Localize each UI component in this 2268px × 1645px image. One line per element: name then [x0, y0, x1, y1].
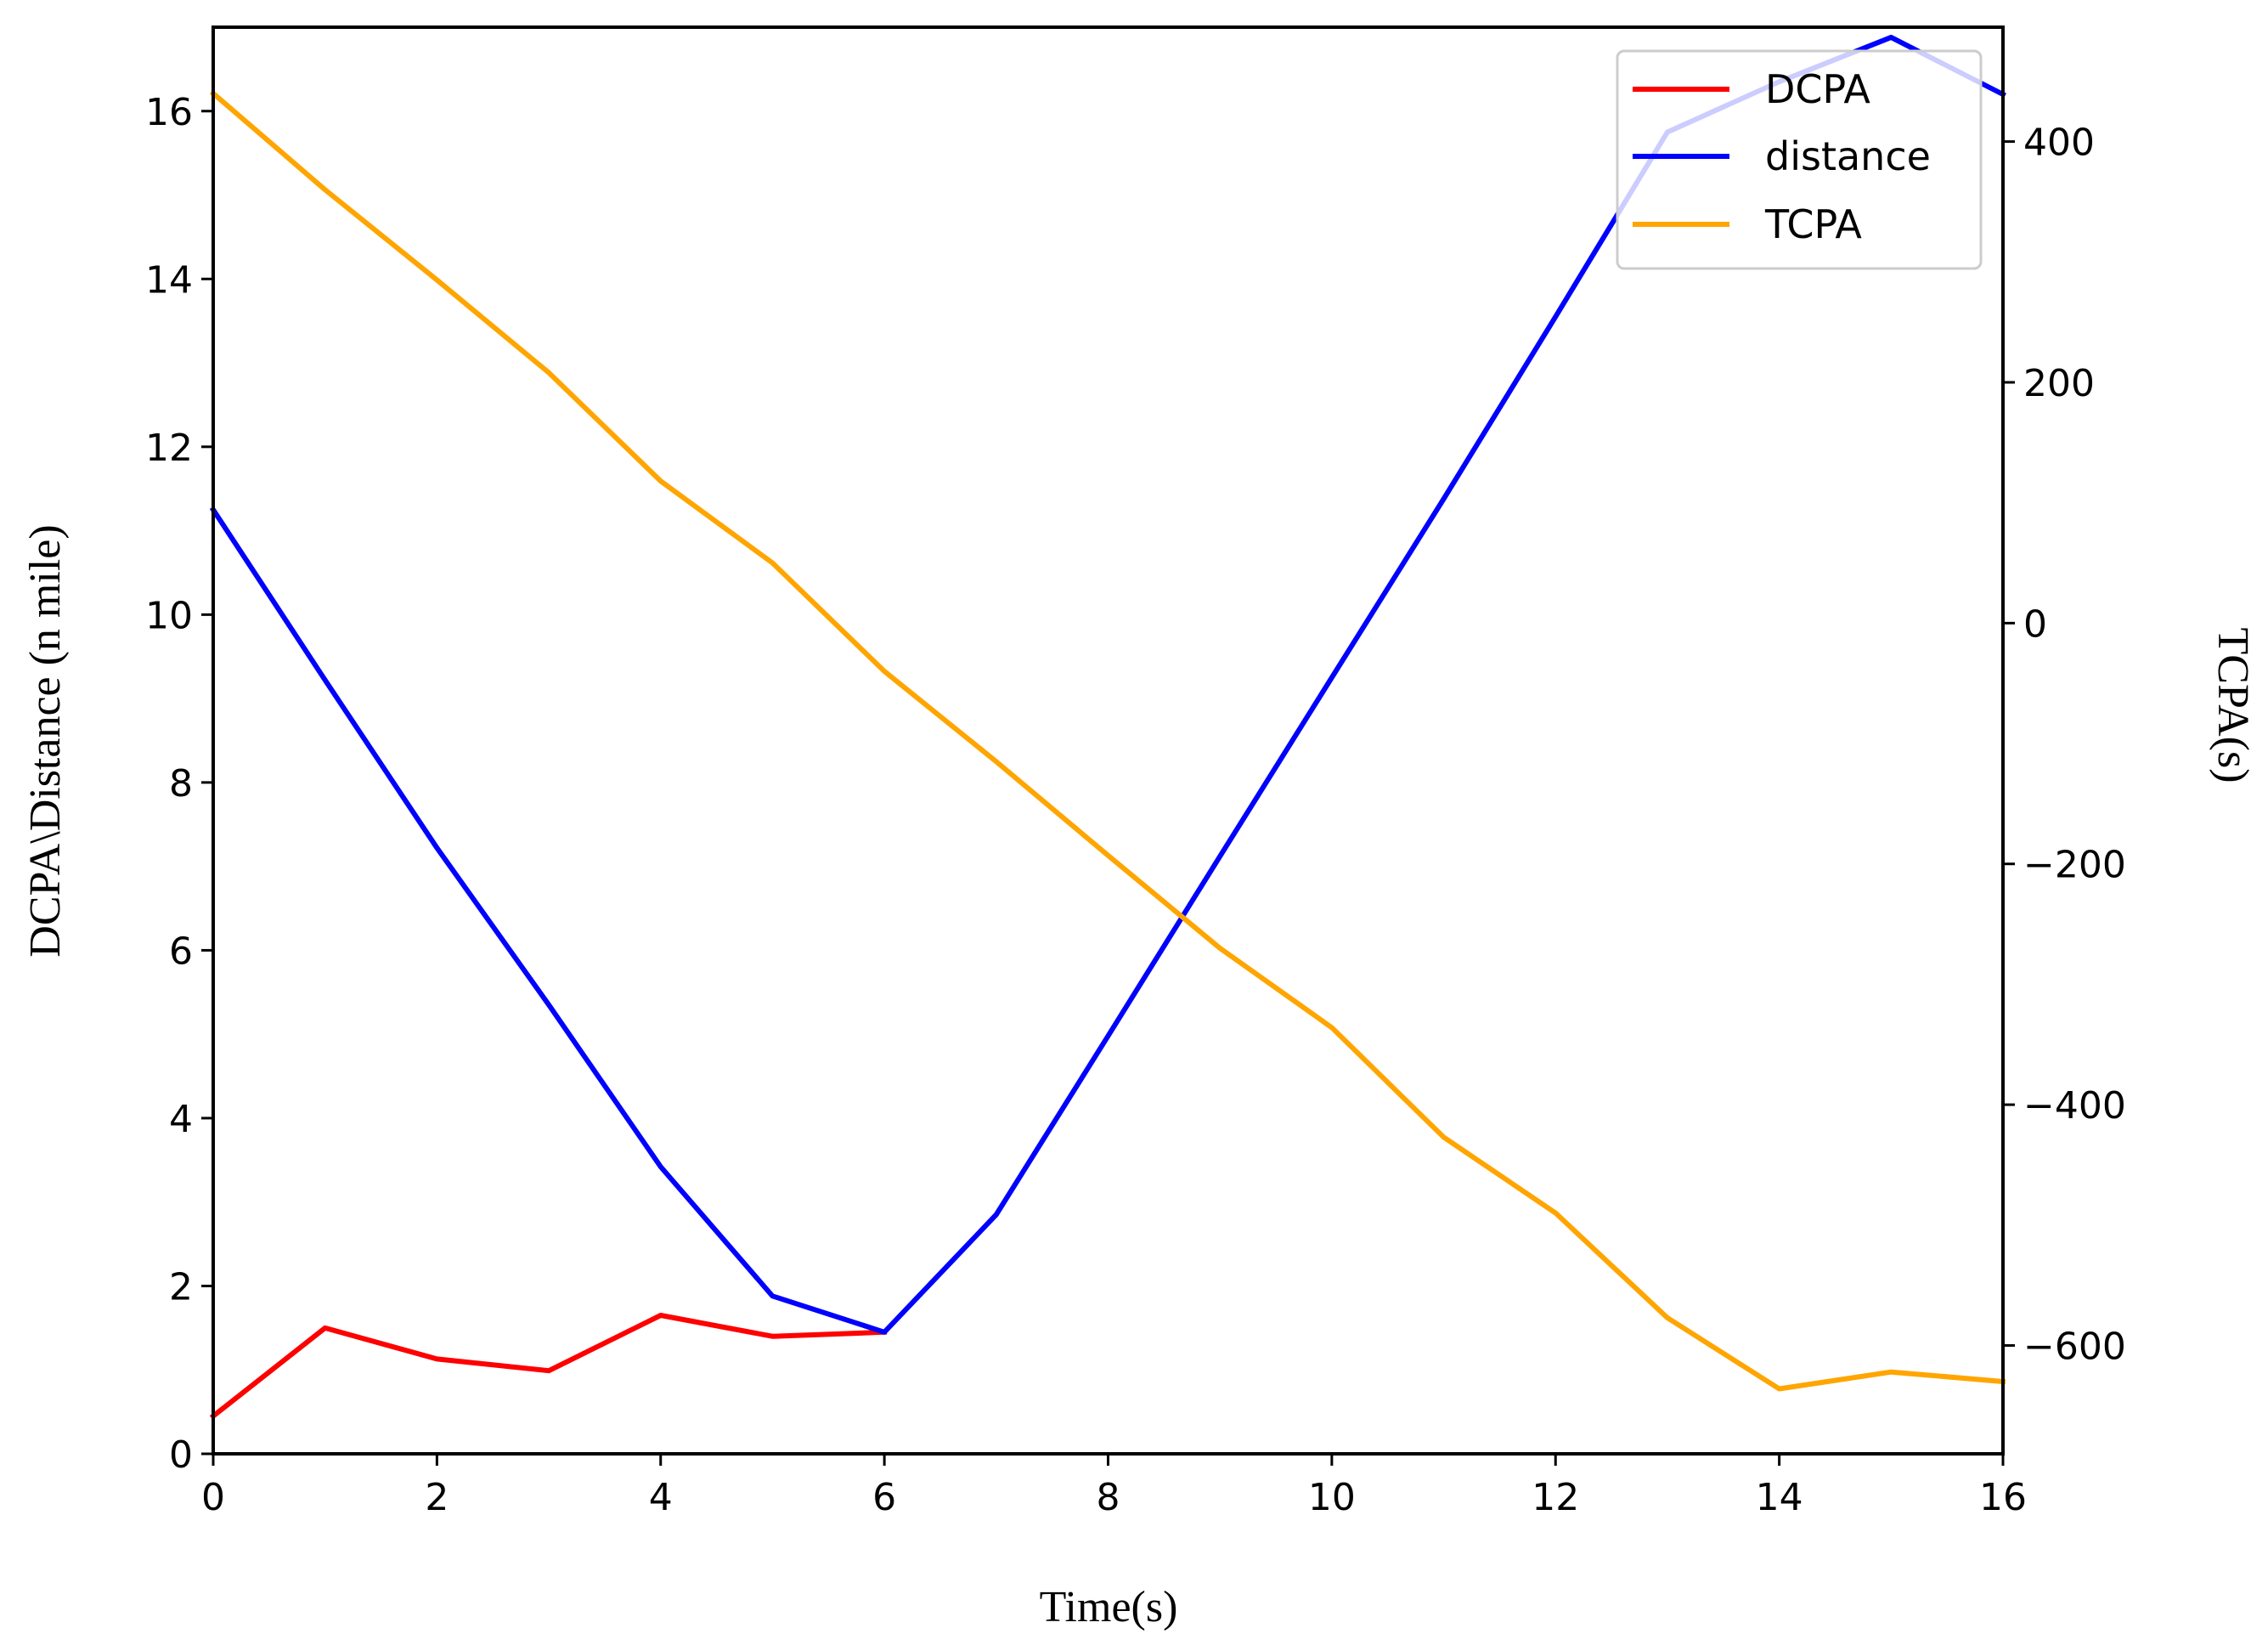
- x-tick-label: 14: [1756, 1476, 1803, 1519]
- right-tick-label: 400: [2023, 122, 2095, 165]
- plot-frame: [212, 25, 2005, 1456]
- right-tick-label: −600: [2023, 1325, 2126, 1368]
- left-tick-label: 16: [145, 91, 193, 134]
- series-line-tcpa: [209, 89, 2006, 1392]
- series-line-dcpa: [209, 1313, 888, 1420]
- left-tick-label: 14: [145, 258, 193, 302]
- right-axis-title: TCPA(s): [2209, 627, 2257, 783]
- right-tick-label: −200: [2023, 844, 2126, 887]
- legend-label-distance: distance: [1765, 133, 1931, 179]
- left-tick-label: 0: [169, 1433, 193, 1477]
- x-tick-label: 2: [425, 1476, 449, 1519]
- left-tick-label: 8: [169, 762, 193, 806]
- right-tick-label: −400: [2023, 1084, 2126, 1128]
- left-tick-label: 12: [145, 427, 193, 470]
- legend-label-tcpa: TCPA: [1764, 201, 1862, 247]
- x-tick-label: 12: [1532, 1476, 1579, 1519]
- x-tick-label: 8: [1097, 1476, 1120, 1519]
- x-tick-label: 0: [201, 1476, 225, 1519]
- x-tick-label: 4: [649, 1476, 673, 1519]
- left-tick-label: 4: [169, 1098, 193, 1141]
- x-tick-label: 16: [1979, 1476, 2027, 1519]
- left-axis-title: DCPA\Distance (n mile): [21, 524, 70, 957]
- legend-label-dcpa: DCPA: [1765, 66, 1870, 112]
- legend: DCPA distance TCPA: [1616, 49, 1983, 270]
- right-axis-ticks: −600 −400 −200 0 200 400: [2003, 122, 2126, 1368]
- x-tick-label: 6: [872, 1476, 896, 1519]
- x-tick-label: 10: [1308, 1476, 1356, 1519]
- left-tick-label: 6: [169, 930, 193, 973]
- x-axis-ticks: 0 2 4 6 8 10 12 14 16: [201, 1454, 2027, 1519]
- right-tick-label: 200: [2023, 362, 2095, 405]
- left-tick-label: 2: [169, 1265, 193, 1309]
- legend-box: [1616, 49, 1983, 270]
- left-tick-label: 10: [145, 594, 193, 637]
- left-axis-ticks: 0 2 4 6 8 10 12 14 16: [145, 91, 213, 1477]
- x-axis-title: Time(s): [1040, 1583, 1178, 1631]
- right-tick-label: 0: [2023, 602, 2047, 646]
